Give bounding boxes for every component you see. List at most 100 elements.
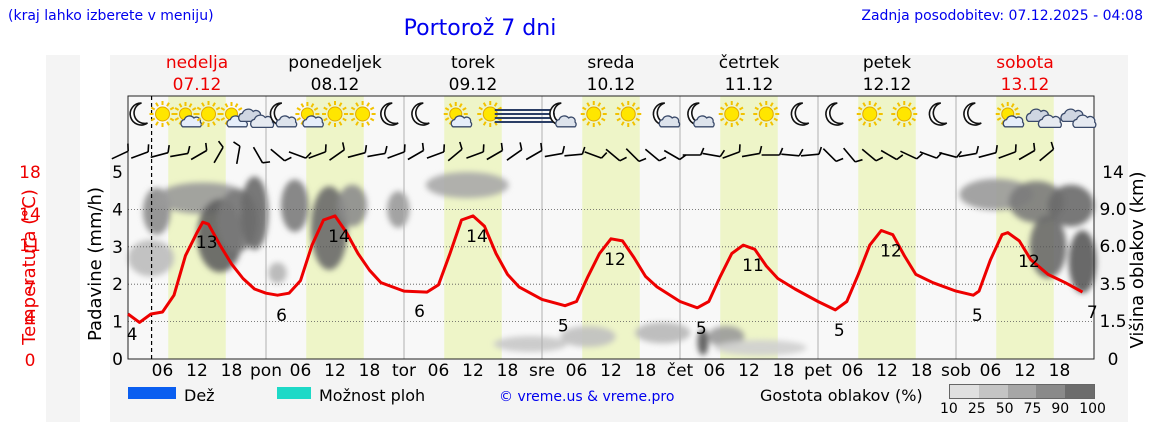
wind-barb-shaft xyxy=(741,152,760,158)
cloud-cover-patch xyxy=(714,339,807,356)
sun-ray xyxy=(478,106,483,111)
day-date: 12.12 xyxy=(863,75,912,95)
wind-barb-flag xyxy=(561,145,566,154)
wind-barb-shaft xyxy=(584,151,602,159)
hour-tick: 18 xyxy=(497,361,519,381)
hour-tick: 18 xyxy=(221,361,243,381)
wind-barb-shaft xyxy=(625,148,640,162)
hour-tick: 06 xyxy=(980,361,1002,381)
wind-barb xyxy=(544,145,566,158)
moon-icon xyxy=(380,102,399,126)
hour-tick: 12 xyxy=(738,361,760,381)
wind-barb-shaft xyxy=(329,149,345,161)
moon-cloud-icon xyxy=(652,102,681,128)
sun-disc xyxy=(201,106,216,122)
day-name: ponedeljek xyxy=(288,53,382,73)
moon-shape xyxy=(380,102,399,126)
sun-ray xyxy=(996,117,1002,121)
sun-ray xyxy=(724,102,729,107)
cloud-density-label: Gostota oblakov (%) xyxy=(760,386,923,405)
wind-barb-flag xyxy=(284,156,292,162)
wind-barb xyxy=(233,141,241,165)
wind-barb-shaft xyxy=(919,151,938,159)
sun-ray xyxy=(327,121,332,126)
sun-ray xyxy=(300,103,305,108)
wind-barb xyxy=(213,140,224,164)
wind-barb-flag xyxy=(581,146,586,155)
wind-barb xyxy=(822,148,844,163)
sun-ray xyxy=(907,121,912,126)
sun-ray xyxy=(174,117,180,121)
sun-disc xyxy=(896,106,912,122)
wind-barb-flag xyxy=(187,145,191,154)
wind-barb-flag xyxy=(875,156,884,162)
wind-barb-flag xyxy=(217,140,224,148)
sun-ray xyxy=(224,103,229,108)
credit-link[interactable]: © vreme.us & vreme.pro xyxy=(499,389,675,405)
sun-icon xyxy=(149,101,176,127)
day-name: petek xyxy=(863,53,911,73)
wind-barb-flag xyxy=(305,151,312,159)
sun-icon xyxy=(891,101,918,127)
moon-icon xyxy=(825,102,844,126)
sun-ray xyxy=(739,106,744,111)
wind-barb xyxy=(130,144,150,159)
wind-barb xyxy=(407,142,425,161)
wind-barb-flag xyxy=(956,150,963,158)
sun-ray xyxy=(462,107,467,111)
daylight-band xyxy=(858,96,916,359)
wind-barb xyxy=(525,142,543,161)
wind-barb xyxy=(861,148,884,162)
sun-ray xyxy=(196,106,202,111)
temperature-label: 5 xyxy=(696,319,707,339)
temperature-tick: 4 xyxy=(25,309,36,329)
sun-ray xyxy=(458,103,463,108)
sun-ray xyxy=(862,121,867,126)
wind-barb-shaft xyxy=(1018,149,1036,161)
sun-ray xyxy=(616,117,621,122)
wind-barb-flag xyxy=(167,145,170,153)
cloud-cover-patch xyxy=(560,326,616,348)
wind-barb-shaft xyxy=(781,153,800,157)
wind-barb-flag xyxy=(403,144,406,152)
wind-barb-shaft xyxy=(544,152,563,158)
cloud-height-tick: 6.0 xyxy=(1099,237,1126,257)
wind-barb-shaft xyxy=(235,145,241,165)
sun-ray xyxy=(369,106,375,111)
temperature-label: 4 xyxy=(127,325,138,345)
sun-ray xyxy=(601,106,606,111)
cloud-shape xyxy=(302,115,324,128)
moon-shape xyxy=(963,102,982,126)
sun-ray xyxy=(338,102,343,107)
sun-ray xyxy=(597,102,602,107)
wind-barb xyxy=(426,144,446,159)
plot-frame xyxy=(127,95,1095,360)
cloud-shape xyxy=(1037,114,1063,129)
wind-barb xyxy=(722,144,741,159)
precip-axis-label: Padavine (mm/h) xyxy=(85,187,106,341)
sun-ray xyxy=(896,121,901,126)
temperature-label: 5 xyxy=(834,321,845,341)
wind-barb-flag xyxy=(500,142,504,151)
wind-barb-flag xyxy=(127,143,129,152)
sun-ray xyxy=(857,106,863,111)
wind-barb xyxy=(625,148,647,163)
day-name: sreda xyxy=(587,53,634,73)
sun-ray xyxy=(1014,107,1019,111)
wind-barb xyxy=(998,144,1017,159)
sun-ray xyxy=(166,121,170,126)
sun-ray xyxy=(482,121,487,126)
weekday-abbr: tor xyxy=(392,361,416,381)
cloud-shape xyxy=(1072,114,1097,129)
wind-barb-shaft xyxy=(466,151,484,159)
sun-ray xyxy=(323,117,328,122)
sun-ray xyxy=(482,102,487,107)
wind-barb xyxy=(1018,142,1036,161)
wind-barb-shaft xyxy=(939,151,957,159)
density-tick: 90 xyxy=(1051,401,1070,417)
wind-barb xyxy=(329,142,346,161)
sun-ray xyxy=(313,107,319,111)
wind-barb xyxy=(288,151,312,159)
cloudy-icon xyxy=(1025,108,1063,129)
sun-disc xyxy=(155,106,170,122)
